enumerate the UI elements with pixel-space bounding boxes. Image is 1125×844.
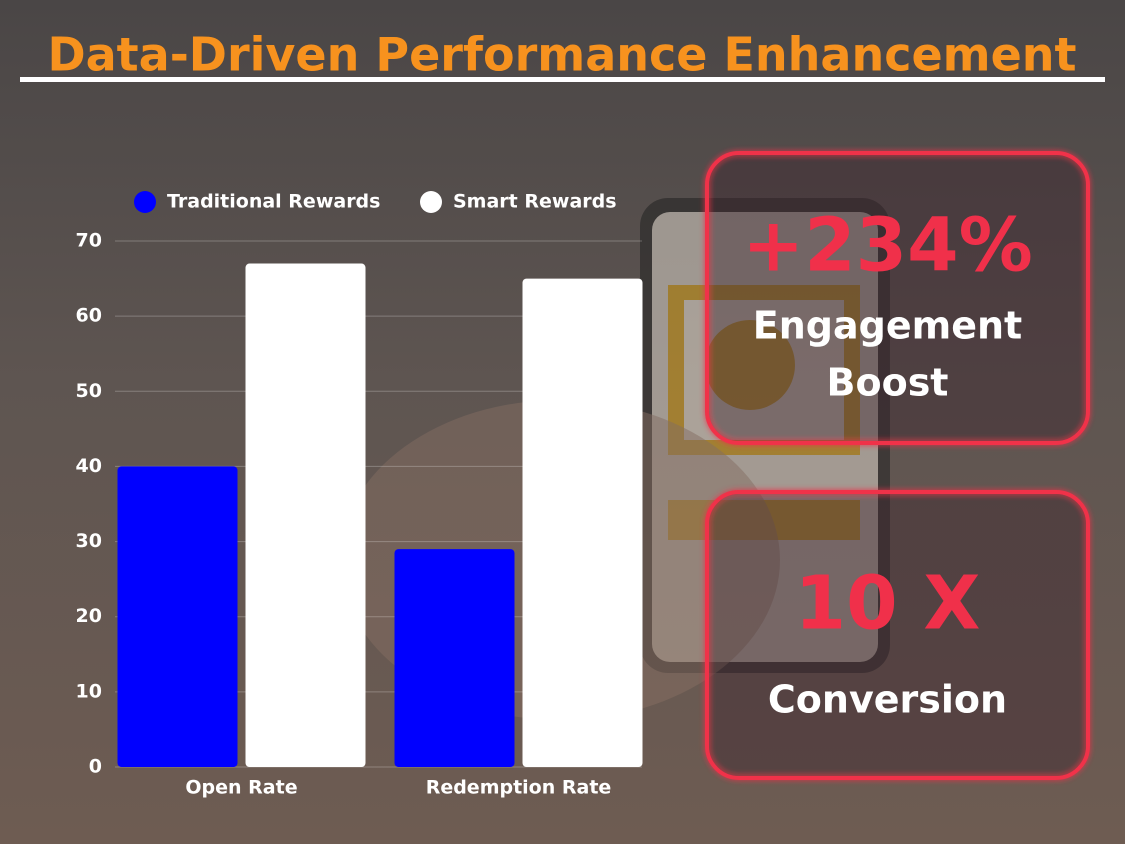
y-tick-label: 20: [76, 605, 102, 627]
chart: 0 10 20 30 40 50 60 70 Open Rate Redemption Rate T…: [76, 191, 643, 799]
legend-swatch: [420, 191, 442, 213]
bar: [522, 278, 643, 767]
y-tick-label: 0: [89, 756, 102, 778]
legend-swatch: [134, 191, 156, 213]
y-tick-label: 50: [76, 380, 102, 402]
callouts: +234% Engagement Boost 10 X Conversion: [705, 151, 1090, 780]
bar: [117, 466, 238, 767]
y-tick-label: 70: [76, 230, 102, 252]
callout-label: Engagement: [753, 304, 1022, 348]
legend-label: Traditional Rewards: [167, 191, 380, 213]
y-tick-label: 30: [76, 530, 102, 552]
callout-headline: +234%: [742, 203, 1033, 289]
callout-label: Boost: [827, 361, 949, 405]
callout-box: [705, 490, 1090, 780]
y-tick-label: 60: [76, 305, 102, 327]
callout-box: [705, 151, 1090, 445]
bar: [245, 263, 366, 767]
x-tick-label: Redemption Rate: [426, 777, 612, 799]
callout-headline: 10 X: [795, 561, 981, 647]
x-tick-label: Open Rate: [185, 777, 297, 799]
chart-title: Data-Driven Performance Enhancement: [47, 28, 1076, 82]
callout-label: Conversion: [768, 678, 1007, 722]
legend-label: Smart Rewards: [453, 191, 617, 213]
y-tick-label: 40: [76, 455, 102, 477]
bar: [394, 549, 515, 767]
y-tick-label: 10: [76, 680, 102, 702]
title-underline: [20, 77, 1105, 82]
